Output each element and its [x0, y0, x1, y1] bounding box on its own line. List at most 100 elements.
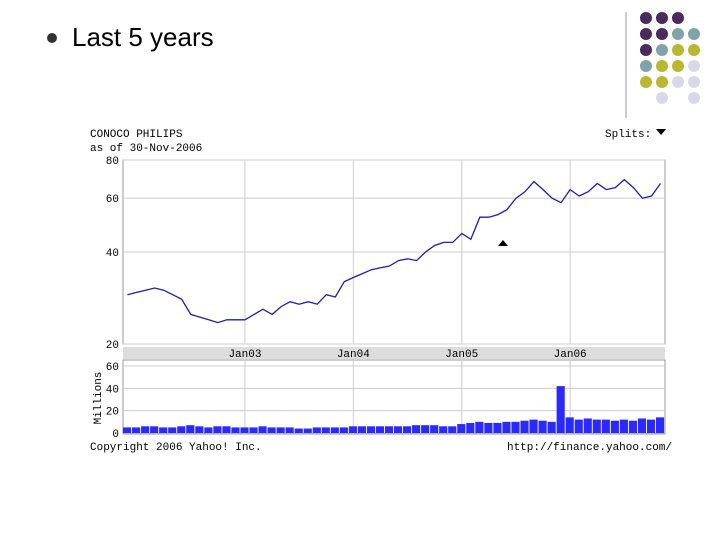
volume-bar [132, 427, 141, 433]
volume-bar [303, 428, 312, 433]
volume-bar [466, 422, 475, 433]
volume-bar [348, 426, 357, 433]
dot [656, 28, 668, 40]
volume-bar [655, 417, 665, 433]
volume-bar [493, 422, 502, 433]
y-tick-label: 40 [106, 384, 119, 396]
splits-label: Splits: [605, 129, 651, 141]
dot [656, 12, 668, 24]
volume-bar [403, 426, 412, 433]
volume-bar [159, 427, 168, 433]
x-tick-label: Jan05 [445, 349, 478, 361]
x-tick-label: Jan03 [228, 349, 261, 361]
dot [640, 60, 652, 72]
dot [688, 28, 700, 40]
price-line [127, 178, 662, 324]
volume-bar [430, 425, 439, 433]
volume-bar [394, 426, 403, 433]
y-tick-label: 60 [106, 194, 119, 206]
volume-bar [511, 421, 520, 433]
volume-bar [249, 427, 258, 433]
y-tick-label: 20 [106, 407, 119, 419]
volume-bar [258, 426, 267, 433]
volume-bar [637, 418, 647, 433]
dot [656, 76, 668, 88]
volume-bar [123, 427, 132, 433]
dot [640, 44, 652, 56]
volume-bar [204, 427, 213, 433]
volume-bar [547, 421, 556, 433]
volume-bar [141, 426, 150, 433]
volume-bar [339, 427, 348, 433]
volume-bar [222, 426, 231, 433]
volume-bar [231, 427, 240, 433]
y-tick-label: 0 [112, 429, 119, 441]
volume-bar [457, 424, 466, 433]
dot [688, 92, 700, 104]
volume-bar [421, 425, 430, 433]
dot [672, 60, 684, 72]
copyright: Copyright 2006 Yahoo! Inc. [90, 442, 262, 454]
volume-bar [502, 421, 511, 433]
volume-bar [484, 422, 493, 433]
volume-bar [556, 386, 565, 433]
volume-bar [240, 427, 249, 433]
dot [688, 60, 700, 72]
volume-bar [610, 420, 619, 433]
volume-bar [366, 426, 376, 433]
volume-bar [529, 419, 538, 433]
volume-bar [150, 426, 159, 433]
volume-bar [321, 427, 330, 433]
dot [688, 44, 700, 56]
volume-bar [357, 426, 366, 433]
x-tick-label: Jan06 [554, 349, 587, 361]
dot [640, 28, 652, 40]
volume-bar [330, 427, 339, 433]
dot [656, 44, 668, 56]
volume-bar [276, 427, 285, 433]
volume-bar [294, 428, 303, 433]
y-axis-label: Millions [93, 372, 105, 425]
split-marker [498, 240, 508, 246]
volume-bar [592, 419, 601, 433]
y-tick-label: 80 [106, 156, 119, 168]
dot [640, 76, 652, 88]
volume-bar [186, 425, 195, 433]
volume-bar [565, 417, 574, 433]
volume-bar [583, 418, 592, 433]
volume-bar [177, 426, 186, 433]
source-url: http://finance.yahoo.com/ [507, 442, 672, 454]
dot [672, 28, 684, 40]
volume-bar [375, 426, 385, 433]
volume-bar [168, 427, 177, 433]
volume-bar [267, 427, 276, 433]
dot [688, 76, 700, 88]
decoration [640, 12, 700, 104]
volume-bar [213, 426, 222, 433]
dot [672, 12, 684, 24]
volume-bar [312, 427, 321, 433]
volume-bar [520, 420, 529, 433]
dot [656, 60, 668, 72]
volume-bar [574, 419, 583, 433]
volume-bar [412, 425, 421, 433]
volume-bar [448, 426, 457, 433]
volume-bar [646, 419, 656, 433]
bullet-text: Last 5 years [72, 22, 214, 52]
volume-bar [475, 421, 484, 433]
volume-bar [601, 419, 610, 433]
bullet-dot [47, 33, 57, 43]
dot [640, 12, 652, 24]
x-tick-label: Jan04 [337, 349, 370, 361]
volume-bar [628, 420, 637, 433]
volume-bar [538, 420, 547, 433]
chart-subtitle: as of 30-Nov-2006 [90, 143, 202, 155]
dot [656, 92, 668, 104]
volume-bar [384, 426, 394, 433]
y-tick-label: 40 [106, 248, 119, 260]
dot [672, 44, 684, 56]
date-band [123, 347, 665, 359]
splits-icon [656, 129, 666, 135]
